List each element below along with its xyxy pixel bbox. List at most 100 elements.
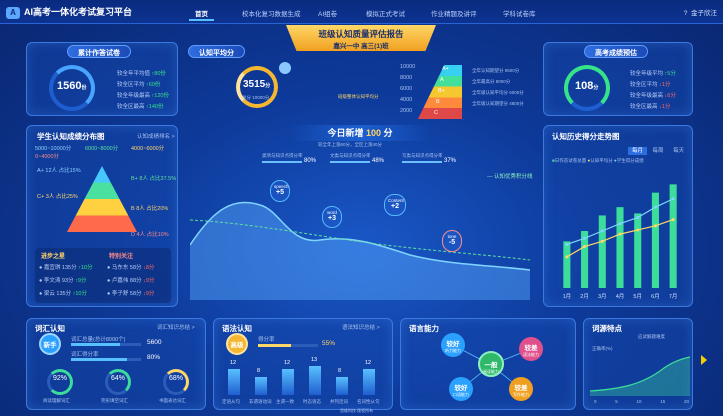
grade-label: A+	[442, 66, 449, 72]
grammar-link[interactable]: 语法知识总结 >	[342, 325, 380, 331]
language-node-speaking[interactable]: 较好 口语能力	[449, 377, 473, 401]
total-papers-title: 累计作答试卷	[67, 45, 131, 58]
style-curve	[590, 356, 690, 396]
bar-3月	[598, 215, 606, 288]
series-point	[583, 236, 587, 240]
grade-label: C	[434, 110, 438, 116]
series-point	[565, 242, 569, 246]
history-panel: 认知历史得分走势图 每月 每周 每天 ■日作答试卷总量 ●认知平均分 ●学生得分…	[543, 125, 693, 307]
pyramid-level: 6000	[400, 86, 413, 92]
series-point	[636, 216, 640, 220]
area-line	[190, 201, 530, 271]
vocab-rate-value: 80%	[147, 354, 161, 361]
student-row[interactable]: ● 嘉宜琪 135分 ↑10分	[39, 265, 93, 271]
vocab-total-bar	[71, 343, 141, 346]
dist-label-b: B+ 8人 占比37.5%	[131, 176, 177, 182]
badge-word[interactable]: word +3	[322, 206, 342, 228]
area-fill	[190, 202, 530, 300]
tab-monthly[interactable]: 每月	[628, 147, 648, 155]
vocab-rate-label: 词汇得分率	[71, 352, 99, 358]
series-point	[671, 218, 675, 222]
series-point	[565, 255, 569, 259]
nav-home[interactable]: 首页	[189, 8, 214, 21]
nav-review-data[interactable]: 校本化复习数据生成	[242, 11, 301, 18]
help-icon[interactable]: ?	[683, 10, 688, 17]
ranking-link[interactable]: 认知成绩排名 >	[137, 134, 175, 140]
avatar: ●	[107, 278, 111, 284]
pyramid-level: 8000	[400, 75, 413, 81]
badge-content[interactable]: Content +2	[384, 194, 406, 216]
stat-row: 较全区平均 ↑60份	[117, 82, 161, 88]
stat-label: 文类与知识点得分率	[330, 153, 371, 158]
vocab-ring-label: 完形填空词汇	[101, 398, 128, 403]
excellent-line-legend: — 认知优秀积分线	[487, 174, 533, 180]
vocab-ring-value: 64%	[110, 375, 125, 382]
exam-predict-panel: 高考成绩预估 108分 较全年级平均 ↑5分 较全区平均 ↓1分 较全年级最高 …	[543, 42, 693, 116]
total-papers-panel: 累计作答试卷 1560份 较全年平均值 ↑80份 较全区平均 ↑60份 较全年级…	[26, 42, 178, 116]
style-sub: 应试解题难度	[638, 334, 665, 339]
grammar-bar	[309, 366, 321, 395]
x-tick: 7月	[669, 293, 678, 300]
dist-label-c: C+ 3人 占比25%	[37, 194, 78, 200]
x-tick: 2月	[580, 293, 589, 300]
vocab-ring	[105, 369, 131, 395]
top-bar: A AI高考一体化考试复习平台 首页 校本化复习数据生成 AI组卷 模拟正式考试 …	[0, 0, 723, 24]
stat-value: 80%	[304, 158, 317, 164]
grammar-bar-value: 12	[284, 359, 291, 366]
tab-weekly[interactable]: 每周	[652, 148, 664, 154]
exam-predict-ring	[564, 65, 610, 111]
history-tabs: 每月 每周 每天	[628, 146, 688, 155]
grammar-rate-bar	[258, 344, 318, 347]
vocab-link[interactable]: 词汇知识总结 >	[157, 325, 195, 331]
grammar-bar	[282, 368, 294, 395]
language-node-grammar[interactable]: 较差 语法能力	[519, 337, 543, 361]
nav-ai-paper[interactable]: AI组卷	[318, 11, 338, 18]
bar-2月	[581, 231, 589, 288]
language-node-listening[interactable]: 较好 听力能力	[441, 333, 465, 357]
distribution-title: 学生认知成绩分布图	[37, 132, 105, 141]
student-row[interactable]: ● 梁云 135分 ↑10分	[39, 291, 87, 297]
user-name[interactable]: 金子欣汪	[691, 10, 717, 17]
stat-bar	[402, 161, 442, 163]
grade-label: B+	[438, 88, 445, 94]
badge-speech[interactable]: speech +5	[270, 180, 290, 202]
vocab-ring-label: 阅读理解词汇	[43, 398, 70, 403]
series-point	[653, 224, 657, 228]
stat-row: 较全年平均值 ↑80份	[117, 71, 166, 77]
daily-headline: 今日新增 100 分	[290, 125, 430, 141]
series-point	[618, 222, 622, 226]
grammar-bar-label: 并列连词	[330, 399, 348, 404]
series-point	[636, 228, 640, 232]
avg-score-note: 总分 10000分	[242, 95, 270, 100]
grammar-bar-label: 定语从句	[222, 399, 240, 404]
x-tick: 6月	[651, 293, 660, 300]
avatar: ●	[39, 265, 43, 271]
student-row[interactable]: ● 马东东 58分 ↓8分	[107, 265, 155, 271]
grammar-bar-label: 非谓语动词	[249, 399, 272, 404]
student-row[interactable]: ● 李文涛 93分 ↑9分	[39, 278, 87, 284]
nav-paper-library[interactable]: 学科试卷库	[503, 11, 536, 18]
language-node-reading[interactable]: 一般 阅读能力	[478, 351, 504, 377]
history-legend: ■日作答试卷总量 ●认知平均分 ●学生得分成绩	[552, 158, 644, 163]
next-arrow-icon[interactable]	[701, 355, 707, 365]
report-banner: 班级认知质量评估报告 嘉兴一中 高三(1)班	[286, 25, 436, 51]
vocab-ring-value: 92%	[52, 375, 67, 382]
student-row[interactable]: ● 李子舒 58分 ↓9分	[107, 291, 155, 297]
series-point	[618, 232, 622, 236]
stat-bar	[262, 161, 302, 163]
student-row[interactable]: ● 卢嘉伟 88分 ↓9分	[107, 278, 155, 284]
stat-row: 较全区最高 ↑140份	[117, 104, 164, 110]
nav-homework[interactable]: 作业精题及讲评	[431, 11, 477, 18]
style-axis: 0 5 10 15 20	[594, 399, 689, 404]
grammar-bar-label: 时态语态	[303, 399, 321, 404]
pyramid-note: 全年级认知平均分 6000分	[472, 90, 524, 95]
pyramid-level: 10000	[400, 64, 416, 70]
language-node-writing[interactable]: 较差 写作能力	[509, 377, 533, 401]
badge-tone[interactable]: tone -5	[442, 230, 462, 252]
daily-sub: 较全年上涨60分，全区上涨40分	[318, 142, 383, 147]
stat-bar	[330, 161, 370, 163]
grammar-bar	[228, 368, 240, 395]
nav-mock-exam[interactable]: 模拟正式考试	[366, 11, 405, 18]
app-title: AI高考一体化考试复习平台	[24, 7, 133, 17]
tab-daily[interactable]: 每天	[673, 148, 685, 154]
